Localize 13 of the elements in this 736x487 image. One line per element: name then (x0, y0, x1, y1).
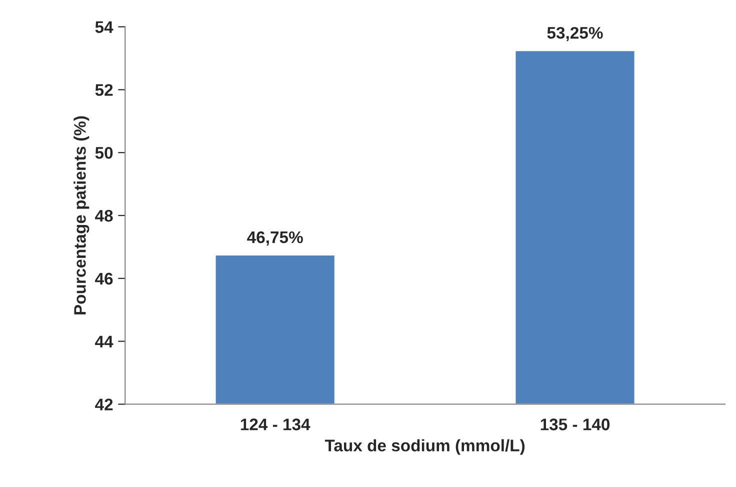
y-tick-label: 54 (95, 21, 114, 33)
x-axis-title: Taux de sodium (mmol/L) (324, 439, 525, 455)
y-axis-title: Pourcentage patients (%) (74, 116, 90, 314)
y-tick-label: 48 (95, 210, 113, 222)
y-tick-label: 50 (95, 146, 113, 159)
data-label: 53,25% (547, 26, 603, 42)
data-label: 46,75% (247, 231, 303, 246)
y-tick-label: 42 (95, 398, 113, 410)
x-tick-label: 135 - 140 (540, 418, 610, 430)
y-tick-label: 44 (95, 336, 114, 348)
x-tick-label: 124 - 134 (240, 418, 310, 430)
y-tick-label: 52 (95, 84, 113, 96)
y-tick-label: 46 (95, 272, 113, 285)
